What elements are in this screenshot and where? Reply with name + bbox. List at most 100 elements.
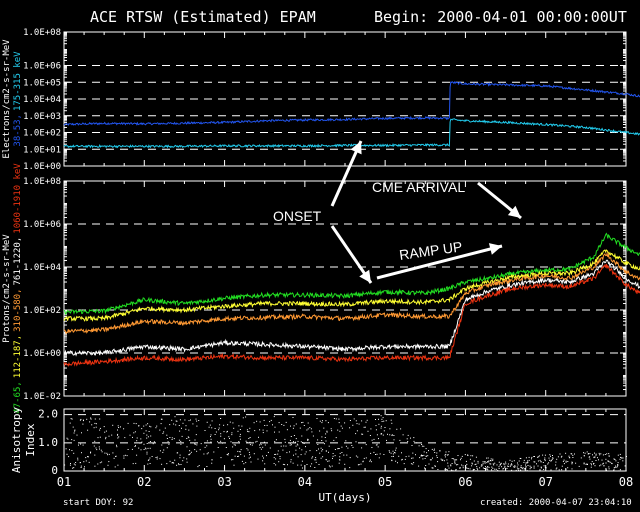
anisotropy-point	[239, 438, 241, 440]
anisotropy-point	[533, 461, 535, 463]
anisotropy-point	[197, 466, 199, 468]
anisotropy-point	[444, 469, 446, 471]
anisotropy-point	[550, 460, 552, 461]
anisotropy-point	[460, 459, 461, 461]
anisotropy-point	[431, 467, 433, 469]
anisotropy-point	[617, 454, 619, 456]
anisotropy-point	[230, 441, 232, 443]
anisotropy-point	[339, 456, 341, 458]
anisotropy-point	[74, 429, 76, 431]
anisotropy-point	[525, 466, 527, 468]
anisotropy-point	[473, 460, 475, 462]
ramp-arrow	[376, 244, 503, 280]
anisotropy-point	[585, 463, 587, 465]
anisotropy-point	[186, 461, 188, 463]
anisotropy-point	[169, 424, 171, 426]
anisotropy-point	[608, 455, 610, 457]
anisotropy-point	[182, 422, 184, 424]
anisotropy-point	[239, 429, 241, 430]
anisotropy-point	[148, 459, 150, 461]
anisotropy-point	[209, 424, 211, 426]
anisotropy-point	[407, 434, 409, 436]
anisotropy-point	[598, 459, 599, 461]
anisotropy-point	[504, 466, 506, 468]
anisotropy-point	[186, 446, 188, 448]
anisotropy-point	[167, 441, 169, 443]
anisotropy-point	[171, 462, 173, 464]
anisotropy-point	[139, 442, 141, 444]
anisotropy-point	[117, 464, 119, 466]
anisotropy-point	[447, 462, 449, 464]
anisotropy-point	[293, 435, 295, 436]
anisotropy-point	[232, 422, 234, 424]
anisotropy-point	[210, 441, 212, 443]
anisotropy-point	[263, 441, 265, 443]
anisotropy-point	[345, 445, 347, 447]
anisotropy-point	[101, 461, 103, 463]
anisotropy-point	[211, 420, 213, 422]
anisotropy-point	[550, 469, 552, 471]
anisotropy-point	[467, 454, 468, 456]
anisotropy-point	[247, 431, 249, 432]
anisotropy-point	[383, 430, 385, 432]
anisotropy-point	[80, 418, 82, 420]
anisotropy-point	[460, 457, 462, 459]
anisotropy-point	[178, 439, 180, 441]
anisotropy-point	[608, 453, 610, 455]
anisotropy-point	[542, 454, 544, 456]
anisotropy-point	[220, 457, 222, 459]
anisotropy-point	[200, 443, 202, 445]
anisotropy-point	[70, 463, 71, 464]
anisotropy-point	[126, 455, 128, 457]
anisotropy-point	[88, 461, 90, 463]
anisotropy-point	[450, 464, 452, 466]
anisotropy-point	[283, 424, 285, 426]
anisotropy-point	[196, 450, 198, 452]
anisotropy-point	[310, 465, 311, 467]
anisotropy-point	[609, 461, 611, 463]
ylabel-text: Electrons/cm2-s-sr-MeV38-53, 175-315 keV	[2, 39, 23, 159]
anisotropy-point	[309, 427, 311, 429]
anisotropy-point	[625, 462, 627, 464]
anisotropy-point	[332, 457, 333, 459]
anisotropy-point	[292, 462, 294, 464]
anisotropy-point	[486, 457, 488, 459]
anisotropy-point	[481, 465, 483, 467]
anisotropy-point	[289, 444, 291, 446]
anisotropy-point	[283, 445, 285, 447]
anisotropy-point	[69, 449, 70, 451]
anisotropy-point	[136, 440, 138, 442]
anisotropy-point	[498, 468, 500, 469]
anisotropy-point	[559, 453, 561, 455]
xtick-label: 05	[378, 475, 392, 489]
anisotropy-point	[484, 462, 486, 464]
anisotropy-point	[507, 465, 509, 467]
anisotropy-point	[78, 444, 79, 446]
anisotropy-point	[544, 459, 546, 460]
anisotropy-point	[107, 454, 108, 456]
anisotropy-point	[147, 463, 149, 465]
anisotropy-point	[570, 453, 572, 455]
anisotropy-point	[325, 420, 327, 422]
anisotropy-point	[135, 462, 137, 464]
anisotropy-point	[138, 447, 140, 449]
anisotropy-point	[93, 427, 95, 429]
anisotropy-point	[243, 463, 245, 465]
anisotropy-point	[382, 417, 384, 419]
anisotropy-point	[583, 462, 585, 464]
anisotropy-point	[227, 454, 229, 456]
anisotropy-point	[114, 466, 116, 468]
anisotropy-point	[156, 458, 158, 460]
anisotropy-point	[275, 458, 277, 460]
anisotropy-point	[477, 460, 479, 462]
anisotropy-point	[285, 421, 287, 423]
anisotropy-point	[575, 462, 577, 464]
anisotropy-point	[241, 425, 243, 427]
anisotropy-point	[489, 460, 491, 461]
anisotropy-point	[293, 454, 294, 456]
anisotropy-point	[186, 438, 188, 439]
anisotropy-point	[274, 454, 276, 455]
anisotropy-point	[309, 450, 311, 452]
anisotropy-point	[223, 467, 225, 469]
anisotropy-point	[424, 458, 426, 459]
